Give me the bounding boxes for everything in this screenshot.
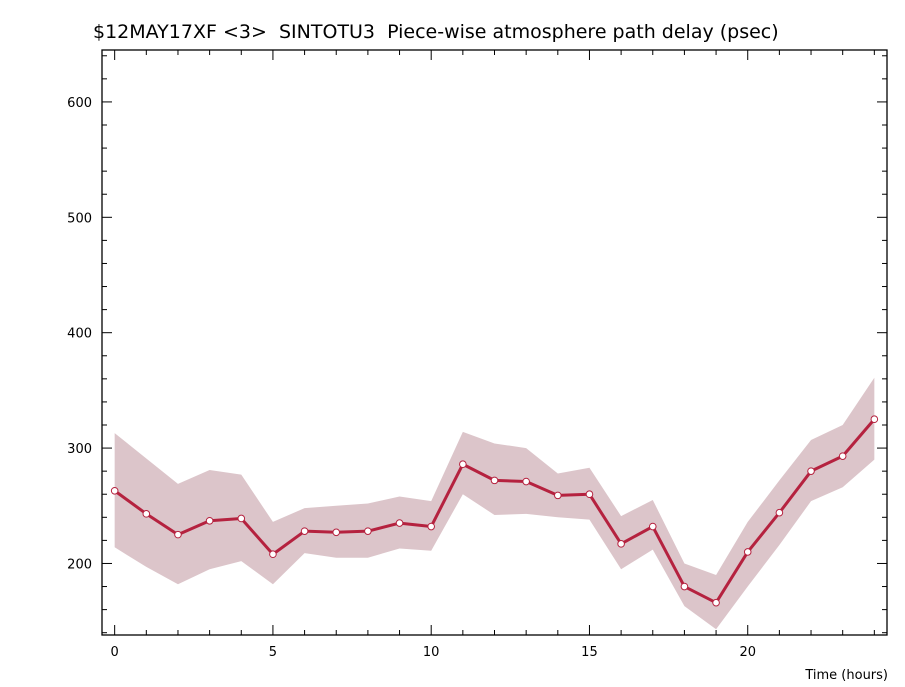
data-point xyxy=(110,486,119,495)
data-point xyxy=(870,415,879,424)
data-point xyxy=(743,548,752,556)
uncertainty-band-layer xyxy=(114,377,875,630)
data-point xyxy=(205,516,214,525)
data-point xyxy=(554,491,562,500)
data-point xyxy=(775,508,784,517)
data-point xyxy=(838,452,847,460)
x-tick-label: 5 xyxy=(269,645,277,660)
x-tick-label: 0 xyxy=(111,645,119,660)
data-point xyxy=(522,477,530,486)
uncertainty-band xyxy=(114,377,875,630)
data-point xyxy=(269,550,277,559)
x-axis-label: Time (hours) xyxy=(804,668,888,683)
data-point xyxy=(680,582,689,591)
data-point xyxy=(395,519,404,527)
data-point xyxy=(807,467,815,475)
data-point xyxy=(300,527,309,535)
data-point xyxy=(427,522,435,531)
data-point xyxy=(617,540,625,548)
data-point xyxy=(648,522,657,531)
axes-layer xyxy=(101,49,888,636)
data-point xyxy=(490,476,499,485)
data-point xyxy=(585,490,594,499)
data-point xyxy=(712,598,720,607)
data-point xyxy=(332,528,341,537)
y-tick-label: 200 xyxy=(67,557,92,572)
data-point xyxy=(174,530,182,539)
data-point xyxy=(364,527,372,535)
y-tick-label: 600 xyxy=(67,96,92,111)
y-tick-label: 300 xyxy=(67,442,92,457)
chart-title: $12MAY17XF <3> SINTOTU3 Piece-wise atmos… xyxy=(93,21,779,43)
data-point xyxy=(142,510,151,518)
data-point xyxy=(237,514,246,523)
x-tick-label: 20 xyxy=(739,645,756,660)
y-tick-label: 500 xyxy=(67,211,92,226)
marker-layer xyxy=(110,415,879,607)
y-tick-label: 400 xyxy=(67,327,92,342)
x-tick-label: 10 xyxy=(423,645,440,660)
x-tick-label: 15 xyxy=(581,645,598,660)
data-point xyxy=(459,460,467,469)
tick-label-layer: 0 5 10 15 20 200 300 400 500 600 xyxy=(67,96,756,660)
